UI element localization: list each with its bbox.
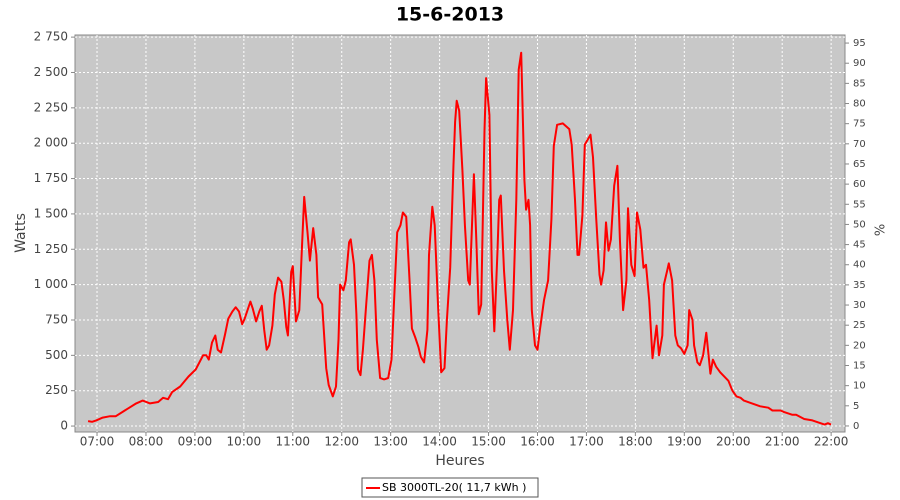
x-tick-label: 08:00 bbox=[129, 435, 164, 449]
y-tick-label: 2 500 bbox=[34, 65, 68, 79]
x-tick-label: 11:00 bbox=[275, 435, 310, 449]
x-tick-label: 21:00 bbox=[765, 435, 800, 449]
y2-tick-label: 50 bbox=[853, 219, 866, 230]
y2-tick-label: 60 bbox=[853, 179, 866, 190]
y-tick-label: 1 000 bbox=[34, 277, 68, 291]
y-tick-label: 250 bbox=[45, 383, 68, 397]
x-tick-label: 20:00 bbox=[716, 435, 751, 449]
y2-tick-label: 80 bbox=[853, 99, 866, 110]
x-tick-label: 16:00 bbox=[520, 435, 555, 449]
y2-tick-label: 10 bbox=[853, 381, 866, 392]
y2-tick-label: 20 bbox=[853, 340, 866, 351]
y2-tick-label: 45 bbox=[853, 240, 866, 251]
y2-tick-label: 40 bbox=[853, 260, 866, 271]
x-axis-label: Heures bbox=[435, 453, 484, 469]
y2-tick-label: 5 bbox=[853, 401, 859, 412]
y2-tick-label: 55 bbox=[853, 199, 866, 210]
legend-label: SB 3000TL-20( 11,7 kWh ) bbox=[382, 481, 526, 494]
x-tick-label: 15:00 bbox=[471, 435, 506, 449]
legend: SB 3000TL-20( 11,7 kWh ) bbox=[361, 477, 539, 498]
y2-tick-label: 35 bbox=[853, 280, 866, 291]
y-tick-label: 1 750 bbox=[34, 171, 68, 185]
y2-tick-label: 15 bbox=[853, 360, 866, 371]
x-tick-label: 19:00 bbox=[667, 435, 702, 449]
x-tick-label: 14:00 bbox=[422, 435, 457, 449]
y2-tick-label: 65 bbox=[853, 159, 866, 170]
y-tick-label: 500 bbox=[45, 348, 68, 362]
y-axis-label: Watts bbox=[13, 213, 29, 253]
x-tick-label: 18:00 bbox=[618, 435, 653, 449]
line-series bbox=[87, 51, 832, 426]
y-tick-label: 2 750 bbox=[34, 30, 68, 44]
y2-tick-label: 75 bbox=[853, 119, 866, 130]
x-tick-label: 09:00 bbox=[178, 435, 213, 449]
y2-tick-label: 85 bbox=[853, 78, 866, 89]
chart-title: 15-6-2013 bbox=[396, 4, 504, 26]
y-tick-label: 0 bbox=[60, 419, 68, 433]
legend-box bbox=[361, 477, 539, 498]
y2-axis-label: % bbox=[874, 224, 889, 236]
y2-tick-label: 70 bbox=[853, 139, 866, 150]
y-tick-label: 2 000 bbox=[34, 136, 68, 150]
x-tick-label: 12:00 bbox=[324, 435, 359, 449]
x-tick-label: 10:00 bbox=[227, 435, 262, 449]
x-tick-label: 07:00 bbox=[80, 435, 115, 449]
y2-tick-label: 25 bbox=[853, 320, 866, 331]
y-tick-label: 750 bbox=[45, 312, 68, 326]
plot-area bbox=[74, 34, 846, 433]
y-tick-label: 1 250 bbox=[34, 242, 68, 256]
x-tick-label: 17:00 bbox=[569, 435, 604, 449]
y2-tick-label: 30 bbox=[853, 300, 866, 311]
y-tick-label: 1 500 bbox=[34, 206, 68, 220]
y2-tick-label: 95 bbox=[853, 38, 866, 49]
y-tick-label: 2 250 bbox=[34, 100, 68, 114]
y2-tick-label: 90 bbox=[853, 58, 866, 69]
x-tick-label: 13:00 bbox=[373, 435, 408, 449]
x-tick-label: 22:00 bbox=[814, 435, 849, 449]
y2-tick-label: 0 bbox=[853, 421, 859, 432]
